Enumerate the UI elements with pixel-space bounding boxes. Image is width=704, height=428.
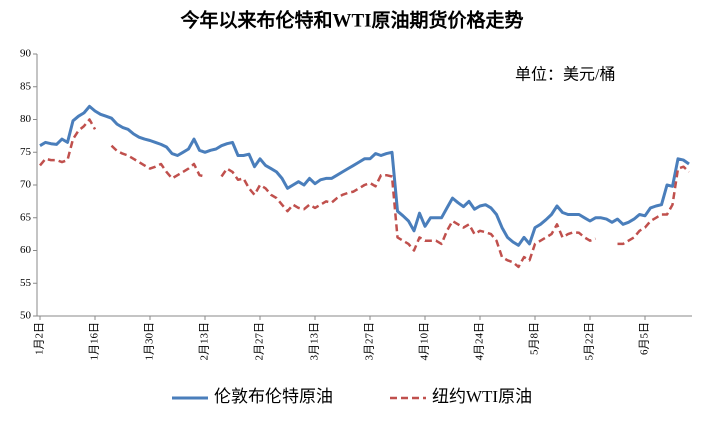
- y-tick-label: 65: [20, 211, 32, 223]
- x-tick-label: 2月13日: [199, 322, 211, 361]
- legend-label: 伦敦布伦特原油: [214, 387, 333, 406]
- chart-title: 今年以来布伦特和WTI原油期货价格走势: [179, 8, 523, 31]
- x-tick-label: 3月27日: [364, 322, 376, 361]
- series-line: [39, 104, 690, 247]
- x-tick-label: 5月8日: [529, 322, 541, 355]
- x-tick-label: 1月2日: [34, 322, 46, 355]
- x-tick-label: 1月16日: [89, 322, 101, 361]
- x-tick-label: 5月22日: [584, 322, 596, 361]
- series-line: [39, 118, 690, 269]
- y-tick-label: 60: [20, 244, 32, 256]
- y-tick-label: 55: [20, 277, 32, 289]
- y-tick-label: 70: [20, 179, 32, 191]
- x-tick-label: 1月30日: [144, 322, 156, 361]
- y-tick-label: 90: [20, 48, 32, 60]
- y-tick-label: 85: [20, 80, 32, 92]
- x-tick-label: 4月10日: [419, 322, 431, 361]
- y-tick-label: 50: [20, 310, 32, 322]
- unit-annotation: 单位：美元/桶: [515, 66, 615, 84]
- y-tick-label: 75: [20, 146, 32, 158]
- y-tick-label: 80: [20, 113, 32, 125]
- legend-label: 纽约WTI原油: [432, 387, 532, 406]
- x-tick-label: 4月24日: [474, 322, 486, 361]
- x-tick-label: 6月5日: [639, 322, 651, 355]
- x-tick-label: 2月27日: [254, 322, 266, 361]
- x-tick-label: 3月13日: [309, 322, 321, 361]
